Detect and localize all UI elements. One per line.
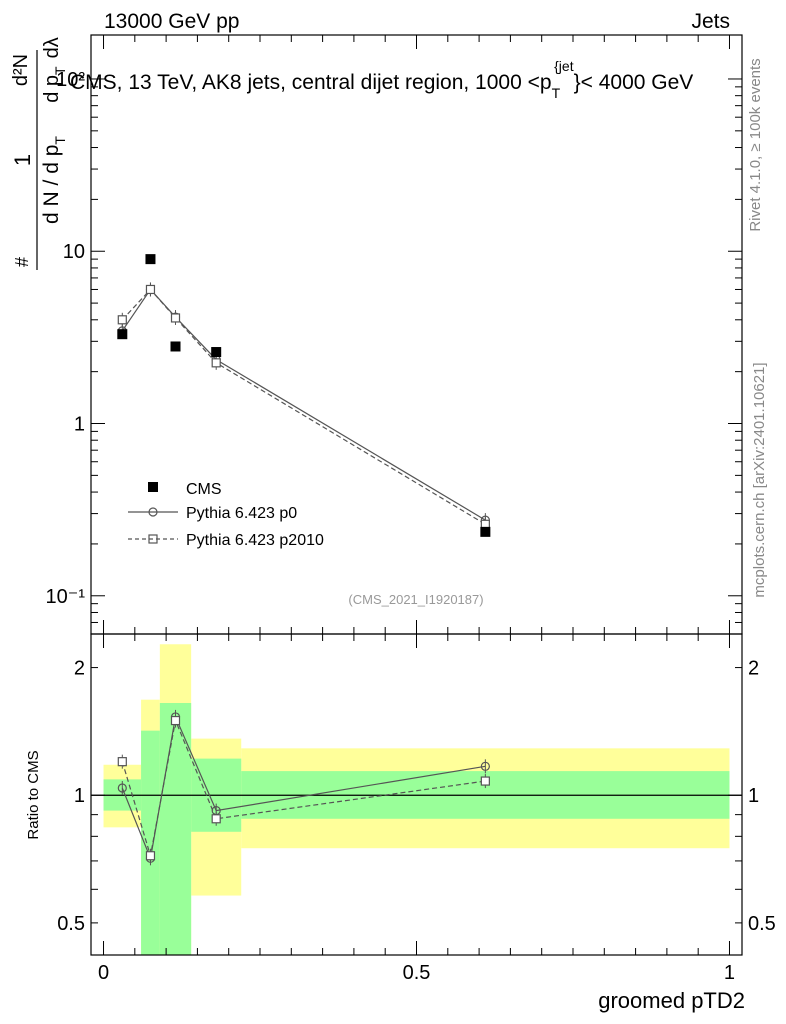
ylabel-dpt-sub: T	[52, 66, 68, 75]
main-title: CMS, 13 TeV, AK8 jets, central dijet reg…	[70, 58, 693, 101]
main-cms-point-4	[480, 526, 491, 537]
main-ytick-label-0: 10⁻¹	[46, 586, 86, 608]
ratio-p2010-point-1	[145, 851, 156, 861]
ratio-ylabel: Ratio to CMS	[25, 750, 42, 839]
main-ylabel: 1 # d N / d pT d²N d pTdλ	[10, 37, 68, 270]
main-title-tail: }< 4000 GeV	[574, 71, 694, 94]
mcplots-label: mcplots.cern.ch [arXiv:2401.10621]	[751, 362, 768, 597]
ratio-marks	[117, 709, 490, 866]
main-p0-line	[121, 288, 486, 521]
main-ytick-label-2: 10	[63, 241, 85, 263]
legend-cms-marker	[148, 482, 158, 492]
main-p2010-point-2	[170, 313, 181, 323]
xtick-label-1: 0.5	[403, 962, 431, 984]
main-marks	[117, 254, 491, 537]
main-title-sub: T	[552, 85, 561, 101]
ratio-ytick-label-1: 1	[74, 785, 85, 807]
ratio-ytick-label-2: 2	[74, 658, 85, 680]
ylabel-dn-sub: T	[52, 136, 68, 145]
main-p2010-line	[121, 288, 486, 525]
ylabel-hash: #	[12, 257, 32, 267]
ratio-p2010-point-2	[170, 715, 181, 726]
ratio-ytick-label-right-2: 2	[748, 658, 759, 680]
legend-p2010-marker	[148, 534, 158, 544]
ratio-ytick-label-0: 0.5	[57, 913, 85, 935]
ylabel-dn: d N / d pT	[40, 136, 68, 224]
ratio-ytick-label-right-1: 1	[748, 785, 759, 807]
legend-p0-marker	[148, 507, 158, 517]
main-cms-point-3	[211, 347, 222, 358]
main-ytick-label-1: 1	[74, 414, 85, 436]
ratio-ytick-label-right-0: 0.5	[748, 913, 776, 935]
ratio-band-green-2	[159, 703, 192, 955]
ratio-p2010-point-0	[117, 757, 127, 767]
legend-p2010-label: Pythia 6.423 p2010	[186, 532, 324, 549]
legend: CMS Pythia 6.423 p0 Pythia 6.423 p2010	[128, 481, 324, 549]
ratio-p2010-point-3	[211, 814, 221, 824]
main-p2010-point-1	[145, 284, 156, 295]
axis-ticks: 10⁻¹ 1 10 10² 0.5 1 2 0.5 1 2 0 0.5 1	[46, 35, 776, 984]
x-axis-label: groomed pTD2	[598, 988, 745, 1013]
xtick-label-2: 1	[724, 962, 735, 984]
header-right: Jets	[691, 10, 730, 33]
ylabel-dl: dλ	[41, 37, 63, 58]
xtick-label-0: 0	[98, 962, 109, 984]
main-p2010-point-0	[117, 315, 127, 325]
ratio-p2010-point-4	[480, 776, 490, 786]
main-title-sup: {jet	[554, 58, 574, 74]
ratio-bands	[91, 644, 742, 955]
ylabel-dn-text: d N / d p	[40, 145, 63, 224]
ratio-band-green-1	[141, 730, 160, 955]
ylabel-one: 1	[10, 154, 35, 166]
main-cms-point-2	[170, 341, 181, 352]
main-p2010-point-3	[211, 358, 221, 368]
ratio-p0-point-0	[117, 783, 127, 793]
ylabel-dpt: d pTdλ	[41, 37, 68, 103]
ylabel-dpt-text: d p	[41, 75, 63, 103]
main-title-text: CMS, 13 TeV, AK8 jets, central dijet reg…	[70, 71, 552, 94]
main-ytick-label-3: 10²	[56, 69, 85, 91]
main-cms-point-0	[117, 329, 128, 340]
legend-cms-label: CMS	[186, 481, 222, 498]
main-cms-point-1	[145, 254, 156, 265]
rivet-label: Rivet 4.1.0, ≥ 100k events	[747, 58, 764, 231]
header-left: 13000 GeV pp	[104, 10, 239, 33]
ylabel-d2n: d²N	[10, 54, 32, 86]
legend-p0-label: Pythia 6.423 p0	[186, 505, 297, 522]
ratio-p0-point-4	[480, 761, 490, 771]
analysis-watermark: (CMS_2021_I1920187)	[348, 592, 483, 607]
